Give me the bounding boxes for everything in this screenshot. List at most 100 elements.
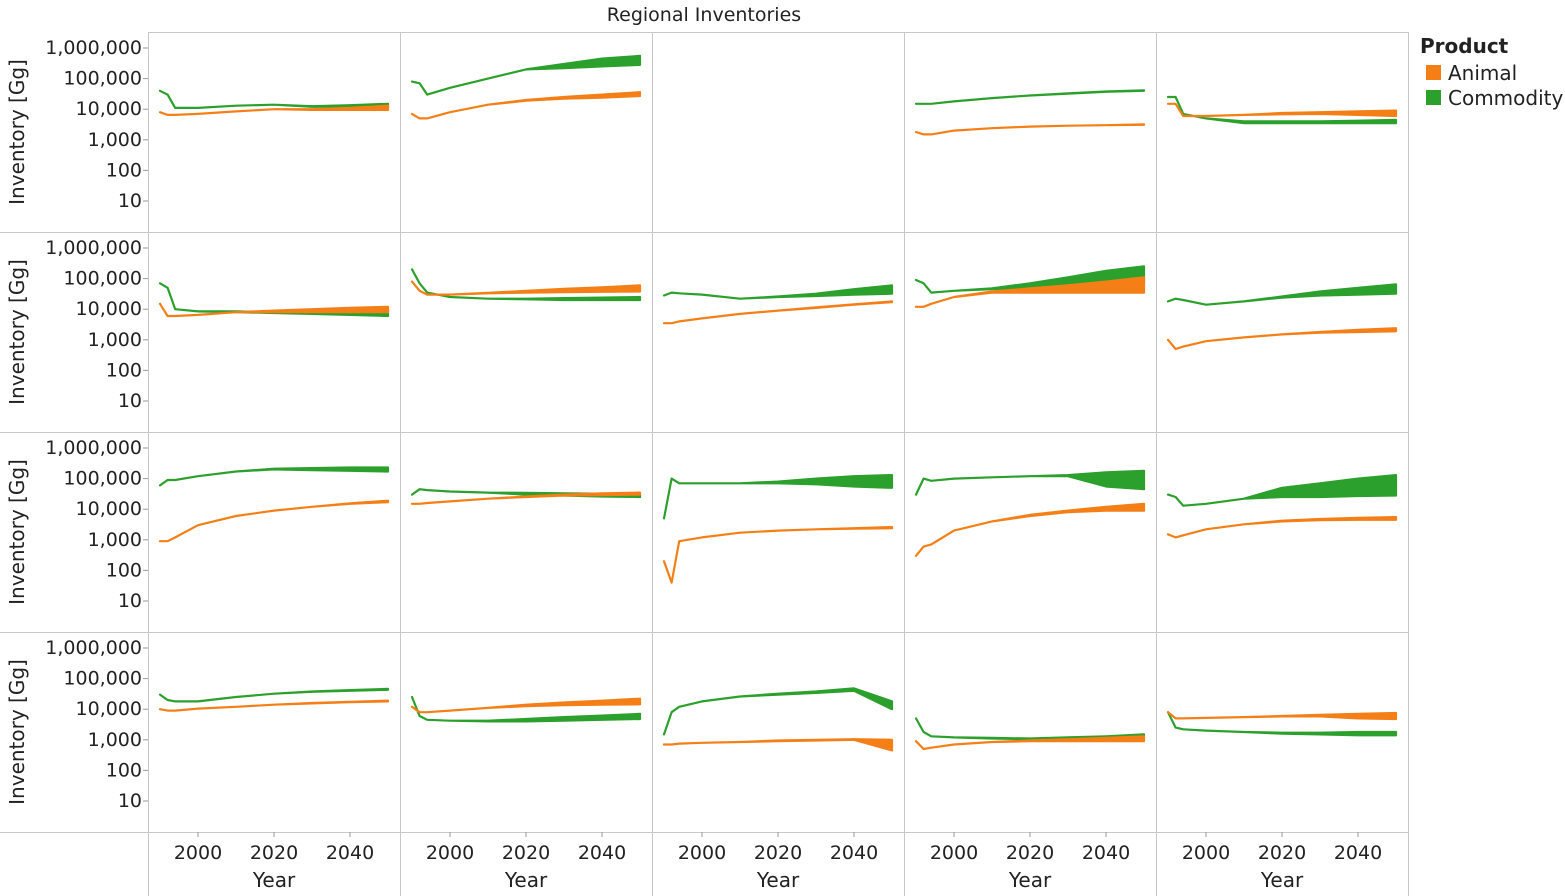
series-animal-band	[410, 491, 642, 505]
panel-frame	[1156, 32, 1409, 233]
series-commodity-band	[1166, 283, 1398, 306]
x-tick-label: 2040	[1082, 842, 1130, 864]
y-tick-label: 100	[106, 159, 142, 181]
series-animal-band	[914, 735, 1146, 751]
y-tick-label: 1,000,000	[45, 37, 142, 59]
series-commodity-band	[1166, 474, 1398, 507]
series-commodity-band	[914, 717, 1146, 741]
panel-frame	[904, 632, 1157, 833]
x-axis-label: Year	[504, 868, 548, 892]
panel-frame	[400, 232, 653, 433]
legend-label-commodity: Commodity	[1448, 85, 1564, 110]
series-commodity-band	[914, 469, 1146, 496]
series-commodity-band	[662, 687, 894, 736]
legend-swatch-commodity	[1426, 90, 1441, 105]
y-tick-label: 10,000	[76, 98, 142, 120]
series-animal-band	[410, 91, 642, 120]
legend-swatch-animal	[1426, 65, 1441, 80]
series-animal-band	[410, 280, 642, 296]
series-commodity-band	[410, 695, 642, 723]
panel-frame	[904, 232, 1157, 433]
legend-item-commodity[interactable]: Commodity	[1420, 85, 1563, 110]
x-tick-label: 2000	[174, 842, 222, 864]
panel-frame	[652, 232, 905, 433]
y-axis-label: Inventory [Gg]	[5, 59, 29, 205]
y-tick-label: 1,000	[88, 129, 142, 151]
y-tick-label: 100	[106, 559, 142, 581]
y-tick-label: 1,000,000	[45, 237, 142, 259]
panel-frame	[148, 32, 401, 233]
y-axis-label: Inventory [Gg]	[5, 259, 29, 405]
legend-title: Product	[1420, 34, 1509, 58]
panel-frame	[400, 632, 653, 833]
y-tick-label: 10	[118, 390, 142, 412]
series-animal-band	[662, 738, 894, 752]
x-tick-label: 2020	[754, 842, 802, 864]
y-tick-label: 10,000	[76, 498, 142, 520]
y-tick-label: 10	[118, 590, 142, 612]
y-tick-label: 100	[106, 359, 142, 381]
panel-frame	[652, 32, 905, 233]
series-commodity-band	[410, 268, 642, 302]
series-commodity-band	[662, 284, 894, 300]
y-tick-label: 1,000	[88, 329, 142, 351]
panel-frame	[400, 432, 653, 633]
series-animal-band	[1166, 102, 1398, 118]
series-commodity-band	[158, 89, 390, 109]
x-tick-label: 2000	[678, 842, 726, 864]
x-axis-label: Year	[756, 868, 800, 892]
x-axis-label: Year	[1008, 868, 1052, 892]
x-tick-label: 2040	[326, 842, 374, 864]
x-tick-label: 2020	[1258, 842, 1306, 864]
legend: Product Animal Commodity	[1420, 34, 1563, 110]
series-animal-band	[914, 276, 1146, 308]
series-animal-band	[158, 302, 390, 318]
x-tick-label: 2040	[1334, 842, 1382, 864]
x-tick-label: 2000	[1182, 842, 1230, 864]
series-commodity-band	[410, 54, 642, 96]
series-animal-band	[158, 699, 390, 712]
series-animal-band	[914, 123, 1146, 136]
x-tick-label: 2000	[930, 842, 978, 864]
y-tick-label: 1,000,000	[45, 637, 142, 659]
series-animal-band	[662, 526, 894, 584]
y-axis-label: Inventory [Gg]	[5, 459, 29, 605]
x-tick-label: 2020	[502, 842, 550, 864]
series-animal-band	[1166, 711, 1398, 721]
y-tick-label: 100	[106, 759, 142, 781]
y-tick-label: 10,000	[76, 298, 142, 320]
panel-frame	[148, 632, 401, 833]
panel-frame	[148, 232, 401, 433]
y-tick-label: 100,000	[63, 68, 142, 90]
series-commodity-band	[1166, 95, 1398, 125]
y-tick-label: 1,000,000	[45, 437, 142, 459]
series-animal-band	[410, 697, 642, 714]
y-tick-label: 10,000	[76, 698, 142, 720]
y-tick-label: 1,000	[88, 729, 142, 751]
x-tick-label: 2040	[578, 842, 626, 864]
panel-frame	[904, 432, 1157, 633]
x-tick-label: 2000	[426, 842, 474, 864]
y-tick-label: 10	[118, 190, 142, 212]
legend-label-animal: Animal	[1448, 60, 1518, 85]
series-commodity-band	[662, 474, 894, 520]
panel-frame	[652, 632, 905, 833]
series-animal-band	[1166, 327, 1398, 351]
x-tick-label: 2040	[830, 842, 878, 864]
x-axis-label: Year	[1260, 868, 1304, 892]
y-tick-label: 10	[118, 790, 142, 812]
x-axis-label: Year	[252, 868, 296, 892]
legend-item-animal[interactable]: Animal	[1420, 60, 1563, 85]
chart-title: Regional Inventories	[606, 4, 802, 26]
series-commodity-band	[1166, 711, 1398, 737]
series-commodity-band	[158, 466, 390, 487]
series-animal-band	[158, 499, 390, 543]
series-animal-band	[914, 502, 1146, 557]
y-tick-label: 100,000	[63, 668, 142, 690]
series-animal-band	[662, 300, 894, 325]
x-tick-label: 2020	[250, 842, 298, 864]
y-tick-label: 100,000	[63, 268, 142, 290]
series-commodity-band	[158, 687, 390, 703]
